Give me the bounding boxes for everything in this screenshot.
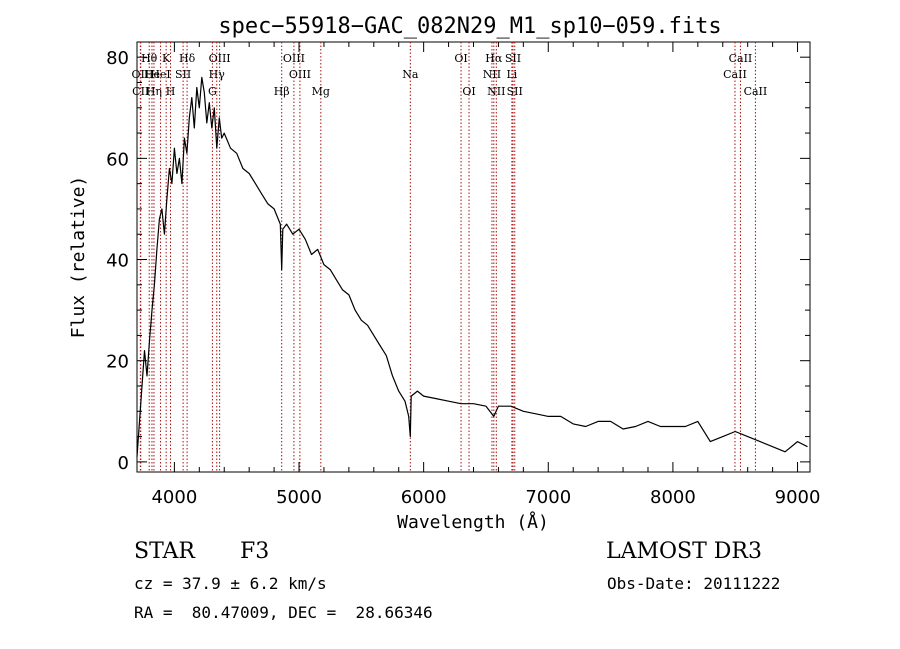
line-marker-label: SII bbox=[175, 68, 191, 81]
survey-name: LAMOST DR3 bbox=[606, 539, 762, 564]
line-marker-label: CaII bbox=[729, 52, 753, 65]
spectrum-line bbox=[136, 76, 808, 457]
line-marker-label: OIII bbox=[289, 68, 311, 81]
line-marker-label: CII bbox=[132, 85, 149, 98]
x-tick-label: 9000 bbox=[775, 487, 821, 508]
line-marker-label: Mg bbox=[312, 85, 330, 98]
y-axis-ticks: 0 20 40 60 80 bbox=[106, 48, 810, 474]
y-axis-label: Flux (relative) bbox=[68, 176, 89, 339]
line-marker-label: SII bbox=[507, 85, 523, 98]
y-tick-label: 20 bbox=[106, 352, 129, 373]
line-marker-label: G bbox=[208, 85, 217, 98]
x-axis-ticks: 4000 5000 6000 7000 8000 9000 bbox=[151, 42, 820, 508]
observation-date: Obs-Date: 20111222 bbox=[607, 574, 781, 593]
line-marker-label: OIII bbox=[283, 52, 305, 65]
spectral-line-markers bbox=[139, 42, 756, 472]
line-marker-label: NII bbox=[487, 85, 505, 98]
line-marker-label: NII bbox=[483, 68, 501, 81]
line-marker-label: Li bbox=[506, 68, 517, 81]
line-marker-label: SII bbox=[505, 52, 521, 65]
object-subclass: F3 bbox=[240, 539, 270, 564]
coordinates: RA = 80.47009, DEC = 28.66346 bbox=[134, 603, 433, 622]
redshift-info: cz = 37.9 ± 6.2 km/s bbox=[134, 574, 327, 593]
x-tick-label: 6000 bbox=[401, 487, 447, 508]
line-marker-label: Hγ bbox=[209, 68, 226, 81]
line-marker-label: CaII bbox=[723, 68, 747, 81]
plot-frame bbox=[136, 41, 811, 473]
line-marker-label: Na bbox=[402, 68, 419, 81]
line-marker-label: CaII bbox=[744, 85, 768, 98]
line-marker-label: Hη bbox=[146, 85, 162, 98]
y-tick-label: 80 bbox=[106, 48, 129, 69]
x-axis-label: Wavelength (Å) bbox=[397, 511, 549, 533]
x-tick-label: 8000 bbox=[650, 487, 696, 508]
x-tick-label: 4000 bbox=[151, 487, 197, 508]
line-marker-label: HeI bbox=[150, 68, 170, 81]
line-marker-label: Hβ bbox=[274, 85, 290, 98]
x-tick-label: 7000 bbox=[525, 487, 571, 508]
chart-title: spec−55918−GAC_082N29_M1_sp10−059.fits bbox=[218, 14, 721, 39]
line-marker-label: Hα bbox=[485, 52, 503, 65]
line-marker-label: OI bbox=[462, 85, 475, 98]
y-tick-label: 0 bbox=[118, 453, 129, 474]
line-marker-label: Hθ bbox=[141, 52, 158, 65]
line-marker-label: H bbox=[166, 85, 176, 98]
line-marker-label: OII bbox=[132, 68, 150, 81]
x-tick-label: 5000 bbox=[276, 487, 322, 508]
line-marker-label: OI bbox=[454, 52, 467, 65]
y-tick-label: 40 bbox=[106, 251, 129, 272]
line-marker-label: Hδ bbox=[179, 52, 196, 65]
line-marker-label: K bbox=[162, 52, 171, 65]
object-class: STAR bbox=[134, 539, 195, 564]
y-tick-label: 60 bbox=[106, 149, 129, 170]
line-marker-label: OIII bbox=[209, 52, 231, 65]
line-marker-label: He bbox=[144, 68, 160, 81]
